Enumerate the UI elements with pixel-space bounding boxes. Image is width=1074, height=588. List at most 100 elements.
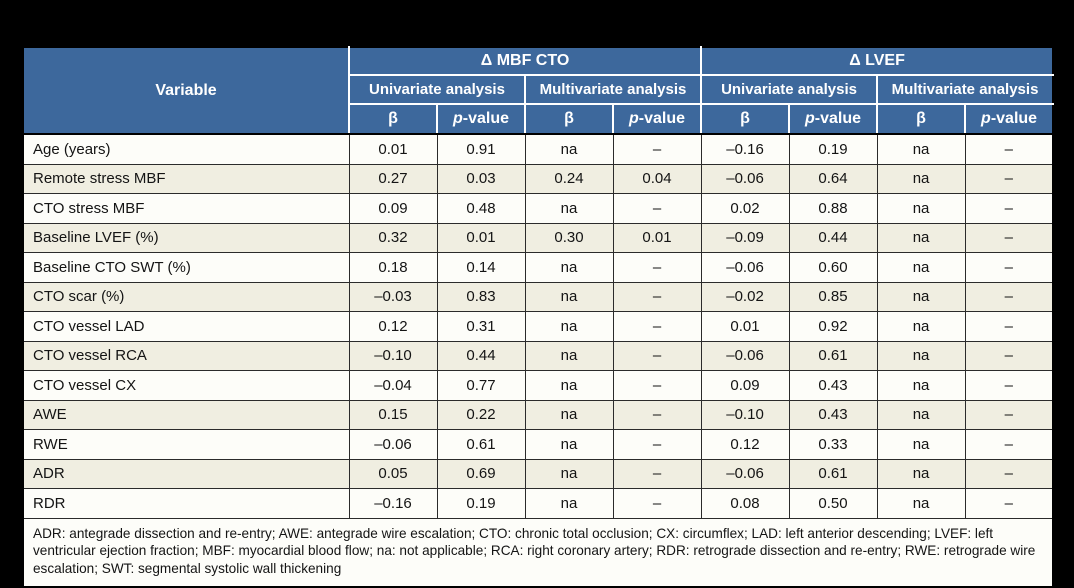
header-beta-uni-lvef: β: [700, 103, 791, 135]
value-cell: na: [524, 193, 614, 224]
p-value-label-italic: p: [452, 110, 463, 127]
value-cell: na: [876, 222, 966, 253]
header-beta-multi-mbf: β: [524, 103, 614, 135]
value-cell: –0.10: [348, 340, 438, 371]
value-cell: –0.02: [700, 281, 790, 312]
value-cell: –0.06: [700, 163, 790, 194]
value-cell: –: [612, 399, 702, 430]
results-table-figure: Variable Δ MBF CTO Δ LVEF Univariate ana…: [21, 46, 1055, 588]
value-cell: –: [964, 340, 1055, 371]
p-value-label-rest: -value: [814, 110, 862, 127]
value-cell: –: [612, 281, 702, 312]
value-cell: na: [524, 488, 614, 519]
table-body: Age (years) 0.01 0.91 na – –0.16 0.19 na – Remote…: [22, 133, 1055, 519]
table-footer: ADR: antegrade dissection and re-entry; …: [21, 517, 1055, 588]
value-cell: –: [964, 399, 1055, 430]
header-group-mbf-cto: Δ MBF CTO: [347, 46, 703, 76]
value-cell: 0.01: [348, 133, 438, 165]
value-cell: na: [876, 133, 966, 165]
value-cell: –: [964, 133, 1055, 165]
value-cell: na: [524, 133, 614, 165]
value-cell: –0.09: [700, 222, 790, 253]
value-cell: na: [876, 488, 966, 519]
value-cell: –0.03: [348, 281, 438, 312]
value-cell: 0.44: [436, 340, 526, 371]
variable-cell: Remote stress MBF: [22, 163, 350, 194]
value-cell: na: [524, 311, 614, 342]
value-cell: 0.83: [436, 281, 526, 312]
value-cell: –0.16: [348, 488, 438, 519]
value-cell: na: [876, 252, 966, 283]
value-cell: 0.43: [788, 399, 878, 430]
value-cell: na: [876, 163, 966, 194]
value-cell: 0.88: [788, 193, 878, 224]
p-value-label-rest: -value: [462, 110, 510, 127]
value-cell: –0.06: [348, 429, 438, 460]
value-cell: 0.27: [348, 163, 438, 194]
p-value-label-rest: -value: [638, 110, 686, 127]
value-cell: –: [612, 311, 702, 342]
value-cell: 0.32: [348, 222, 438, 253]
header-pvalue-uni-lvef: p-value: [788, 103, 879, 135]
value-cell: –: [612, 340, 702, 371]
value-cell: 0.02: [700, 193, 790, 224]
value-cell: 0.08: [700, 488, 790, 519]
value-cell: –: [964, 163, 1055, 194]
value-cell: 0.33: [788, 429, 878, 460]
value-cell: –0.06: [700, 458, 790, 489]
value-cell: 0.91: [436, 133, 526, 165]
variable-cell: AWE: [22, 399, 350, 430]
value-cell: –: [964, 252, 1055, 283]
header-pvalue-multi-mbf: p-value: [611, 103, 703, 135]
value-cell: –: [964, 222, 1055, 253]
value-cell: –0.06: [700, 252, 790, 283]
value-cell: na: [876, 193, 966, 224]
value-cell: –: [964, 370, 1055, 401]
value-cell: 0.01: [436, 222, 526, 253]
table-row: Remote stress MBF 0.27 0.03 0.24 0.04 –0.06 0.…: [22, 163, 1055, 194]
value-cell: 0.69: [436, 458, 526, 489]
value-cell: na: [524, 429, 614, 460]
value-cell: na: [876, 281, 966, 312]
p-value-label-italic: p: [629, 110, 639, 127]
header-multivariate-mbf: Multivariate analysis: [523, 74, 703, 105]
value-cell: 0.31: [436, 311, 526, 342]
value-cell: na: [524, 370, 614, 401]
value-cell: 0.92: [788, 311, 878, 342]
value-cell: na: [876, 370, 966, 401]
value-cell: 0.61: [436, 429, 526, 460]
value-cell: –: [964, 311, 1055, 342]
variable-cell: CTO vessel LAD: [22, 311, 350, 342]
variable-cell: Age (years): [22, 133, 350, 165]
table-row: Baseline CTO SWT (%) 0.18 0.14 na – –0.06 0.60…: [22, 252, 1055, 283]
value-cell: 0.77: [436, 370, 526, 401]
value-cell: 0.43: [788, 370, 878, 401]
value-cell: 0.61: [788, 340, 878, 371]
value-cell: –0.06: [700, 340, 790, 371]
table-row: RWE –0.06 0.61 na –0.12 0.33 na –: [22, 429, 1055, 460]
value-cell: 0.18: [348, 252, 438, 283]
header-univariate-mbf: Univariate analysis: [348, 74, 526, 105]
value-cell: 0.15: [348, 399, 438, 430]
table-row: CTO scar (%) –0.03 0.83 na – –0.02 0.85 na –: [22, 281, 1055, 312]
p-value-label-italic: p: [805, 110, 815, 127]
table-row: RDR –0.16 0.19 na –0.08 0.50 na –: [22, 488, 1055, 519]
value-cell: 0.19: [436, 488, 526, 519]
variable-cell: CTO scar (%): [22, 281, 350, 312]
value-cell: –: [612, 429, 702, 460]
table-row: ADR 0.05 0.69 na – –0.06 0.61 na –: [22, 458, 1055, 489]
value-cell: 0.04: [612, 163, 702, 194]
table-row: AWE 0.15 0.22 na – –0.10 0.43 na –: [22, 399, 1055, 430]
variable-cell: CTO vessel RCA: [22, 340, 350, 371]
value-cell: na: [524, 281, 614, 312]
value-cell: –: [964, 458, 1055, 489]
value-cell: 0.05: [348, 458, 438, 489]
variable-cell: CTO vessel CX: [22, 370, 350, 401]
value-cell: 0.30: [524, 222, 614, 253]
value-cell: 0.12: [348, 311, 438, 342]
value-cell: na: [876, 458, 966, 489]
variable-cell: Baseline LVEF (%): [22, 222, 350, 253]
p-value-label-italic: p: [981, 110, 991, 127]
value-cell: 0.64: [788, 163, 878, 194]
header-beta-multi-lvef: β: [876, 103, 967, 135]
